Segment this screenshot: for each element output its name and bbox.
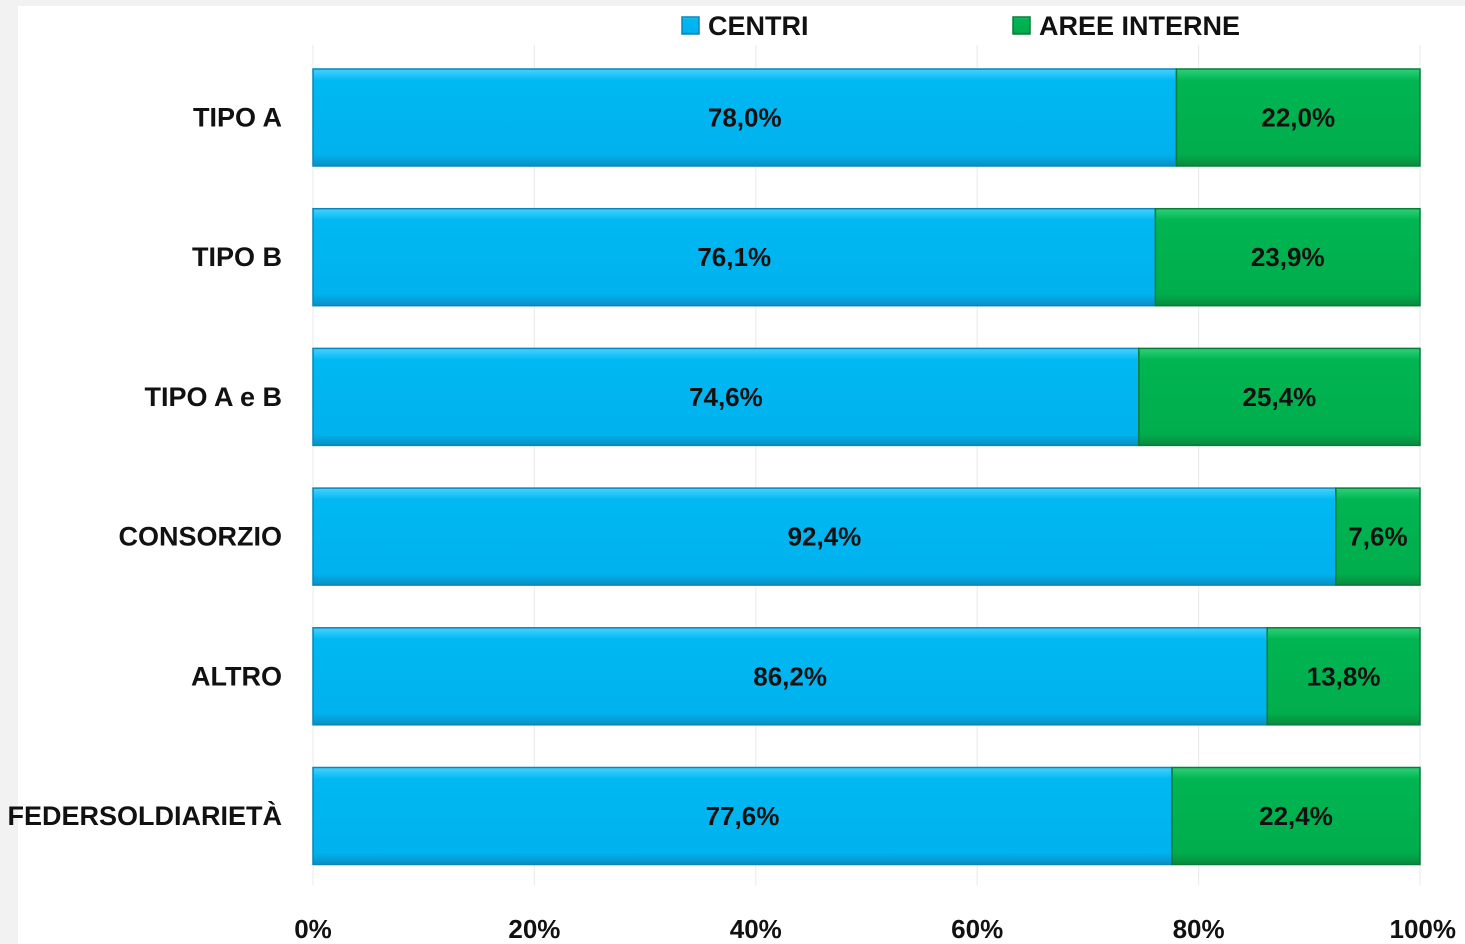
category-label: CONSORZIO — [118, 522, 282, 552]
legend: CENTRI AREE INTERNE — [681, 11, 1240, 41]
category-labels: TIPO A TIPO B TIPO A e B CONSORZIO ALTRO FEDE… — [7, 103, 282, 832]
bar-segment — [1175, 68, 1421, 167]
legend-swatch — [681, 16, 700, 35]
bar-segment — [1138, 347, 1421, 447]
value-label: 77,6% — [706, 801, 780, 831]
value-label: 92,4% — [788, 522, 862, 552]
value-label: 23,9% — [1251, 242, 1325, 272]
category-label: TIPO A e B — [144, 382, 282, 412]
bar-segment — [1266, 627, 1421, 726]
value-label: 7,6% — [1348, 522, 1407, 552]
bar-segment — [312, 487, 1337, 586]
x-axis-tick-labels: 0% 20% 40% 60% 80% 100% — [294, 914, 1456, 944]
value-label: 78,0% — [708, 103, 782, 133]
bar-segment — [312, 207, 1157, 307]
bar-segment — [312, 347, 1140, 447]
category-label: TIPO A — [193, 103, 282, 133]
value-label: 13,8% — [1307, 661, 1381, 691]
bar-segment — [1335, 487, 1421, 586]
bar-segment — [1154, 207, 1421, 307]
category-label: TIPO B — [192, 242, 282, 272]
tick-label: 60% — [951, 914, 1003, 944]
legend-swatch — [1012, 16, 1031, 35]
category-label: FEDERSOLDIARIETÀ — [7, 800, 282, 831]
value-label: 22,4% — [1259, 801, 1333, 831]
grid-lines — [312, 45, 1421, 885]
value-label: 22,0% — [1261, 103, 1335, 133]
value-label: 25,4% — [1243, 382, 1317, 412]
tick-label: 80% — [1173, 914, 1225, 944]
bars: 78,0% 22,0% 76,1% 23,9% 74,6% 25,4% 92,4% 7,6% 8… — [312, 68, 1421, 866]
category-label: ALTRO — [191, 661, 282, 691]
tick-label: 40% — [730, 914, 782, 944]
value-label: 86,2% — [753, 661, 827, 691]
legend-label: CENTRI — [708, 11, 809, 41]
tick-label: 100% — [1390, 914, 1457, 944]
value-label: 76,1% — [697, 242, 771, 272]
bar-segment — [312, 766, 1173, 866]
legend-label: AREE INTERNE — [1039, 11, 1240, 41]
bar-segment — [1171, 766, 1421, 866]
tick-label: 0% — [294, 914, 332, 944]
value-label: 74,6% — [689, 382, 763, 412]
bar-segment — [312, 627, 1268, 726]
tick-label: 20% — [508, 914, 560, 944]
